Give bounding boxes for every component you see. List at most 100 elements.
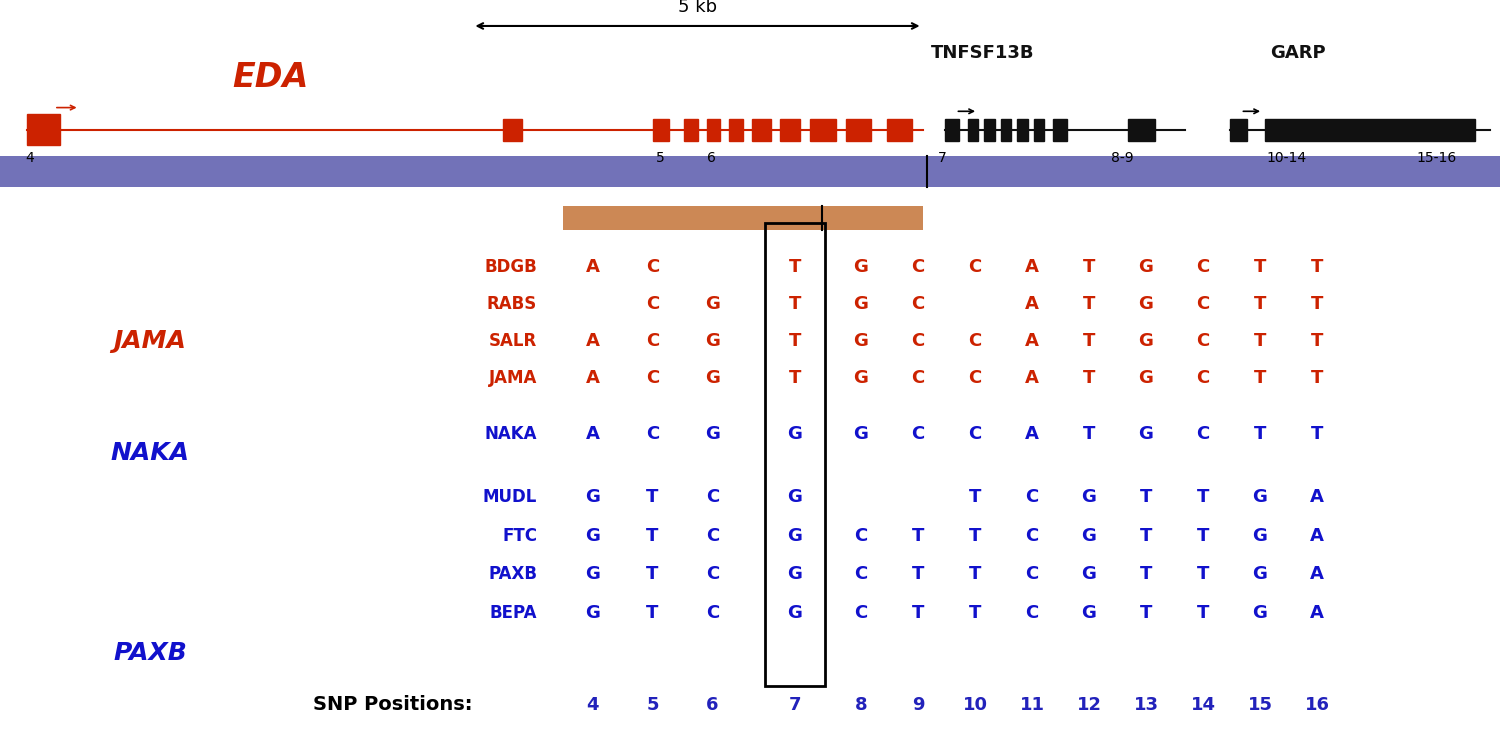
Text: 12: 12 xyxy=(1077,696,1101,714)
Text: G: G xyxy=(853,425,868,443)
Text: FTC: FTC xyxy=(503,527,537,545)
Text: T: T xyxy=(789,295,801,313)
Text: C: C xyxy=(706,604,718,622)
Text: A: A xyxy=(1024,370,1039,387)
Bar xyxy=(27,114,60,145)
Bar xyxy=(1230,119,1246,141)
Text: C: C xyxy=(646,295,658,313)
Text: C: C xyxy=(706,527,718,545)
Text: G: G xyxy=(585,488,600,506)
Text: T: T xyxy=(1311,370,1323,387)
Text: T: T xyxy=(1083,295,1095,313)
Text: NAKA: NAKA xyxy=(111,441,189,464)
Text: 15: 15 xyxy=(1248,696,1272,714)
Text: T: T xyxy=(789,332,801,350)
Bar xyxy=(652,119,669,141)
Bar xyxy=(1264,119,1474,141)
Text: G: G xyxy=(1082,527,1096,545)
Text: G: G xyxy=(1082,565,1096,583)
Text: PAXB: PAXB xyxy=(488,565,537,583)
Text: G: G xyxy=(1138,258,1154,276)
Text: A: A xyxy=(585,332,600,350)
Text: T: T xyxy=(1197,565,1209,583)
Text: A: A xyxy=(1024,332,1039,350)
Bar xyxy=(562,206,922,230)
Text: 15-16: 15-16 xyxy=(1418,151,1456,165)
Bar xyxy=(503,119,522,141)
Text: 16: 16 xyxy=(1305,696,1329,714)
Text: C: C xyxy=(1197,295,1209,313)
Text: G: G xyxy=(788,425,802,443)
Text: C: C xyxy=(1026,565,1038,583)
Text: T: T xyxy=(1311,295,1323,313)
Text: T: T xyxy=(789,258,801,276)
Text: 5: 5 xyxy=(656,151,664,165)
Text: SALR: SALR xyxy=(489,332,537,350)
Text: NAKA: NAKA xyxy=(484,425,537,443)
Text: T: T xyxy=(969,565,981,583)
Text: C: C xyxy=(912,425,924,443)
Text: C: C xyxy=(1026,488,1038,506)
Bar xyxy=(886,119,912,141)
Text: G: G xyxy=(853,332,868,350)
Text: T: T xyxy=(1197,488,1209,506)
Text: T: T xyxy=(1254,370,1266,387)
Text: A: A xyxy=(1024,425,1039,443)
Text: G: G xyxy=(1138,370,1154,387)
Bar xyxy=(846,119,871,141)
Text: T: T xyxy=(1140,565,1152,583)
Text: 6: 6 xyxy=(706,696,718,714)
Text: T: T xyxy=(969,488,981,506)
Text: 7: 7 xyxy=(789,696,801,714)
Text: C: C xyxy=(912,370,924,387)
Bar xyxy=(780,119,800,141)
Text: T: T xyxy=(912,604,924,622)
Text: T: T xyxy=(646,604,658,622)
Text: T: T xyxy=(1254,258,1266,276)
Text: G: G xyxy=(788,488,802,506)
Text: C: C xyxy=(855,527,867,545)
Text: C: C xyxy=(1197,258,1209,276)
Bar xyxy=(945,119,958,141)
Text: 9: 9 xyxy=(912,696,924,714)
Text: G: G xyxy=(853,258,868,276)
Text: G: G xyxy=(1138,332,1154,350)
Text: T: T xyxy=(912,527,924,545)
Text: C: C xyxy=(1026,604,1038,622)
Text: JAMA: JAMA xyxy=(489,370,537,387)
Text: A: A xyxy=(585,425,600,443)
Text: 8-9: 8-9 xyxy=(1110,151,1134,165)
Text: T: T xyxy=(1083,332,1095,350)
Text: TNFSF13B: TNFSF13B xyxy=(930,45,1035,62)
Bar xyxy=(0,156,1500,187)
Text: T: T xyxy=(1311,258,1323,276)
Text: 4: 4 xyxy=(586,696,598,714)
Text: G: G xyxy=(1082,488,1096,506)
Text: G: G xyxy=(705,425,720,443)
Text: T: T xyxy=(646,565,658,583)
Text: G: G xyxy=(1252,527,1268,545)
Text: 6: 6 xyxy=(706,151,716,165)
Text: 7: 7 xyxy=(938,151,946,165)
Text: C: C xyxy=(969,370,981,387)
Text: T: T xyxy=(1254,425,1266,443)
Text: T: T xyxy=(646,488,658,506)
Text: G: G xyxy=(788,604,802,622)
Text: C: C xyxy=(969,332,981,350)
Text: C: C xyxy=(706,565,718,583)
Text: 4: 4 xyxy=(26,151,34,165)
Text: 10-14: 10-14 xyxy=(1268,151,1306,165)
Text: C: C xyxy=(855,565,867,583)
Text: BDGB: BDGB xyxy=(484,258,537,276)
Text: G: G xyxy=(705,370,720,387)
Text: T: T xyxy=(1311,332,1323,350)
Text: T: T xyxy=(789,370,801,387)
Text: A: A xyxy=(1024,295,1039,313)
Text: C: C xyxy=(646,258,658,276)
Text: G: G xyxy=(1082,604,1096,622)
Text: BEPA: BEPA xyxy=(489,604,537,622)
Text: GARP: GARP xyxy=(1269,45,1326,62)
Text: T: T xyxy=(1083,425,1095,443)
Text: C: C xyxy=(646,370,658,387)
Text: G: G xyxy=(585,604,600,622)
